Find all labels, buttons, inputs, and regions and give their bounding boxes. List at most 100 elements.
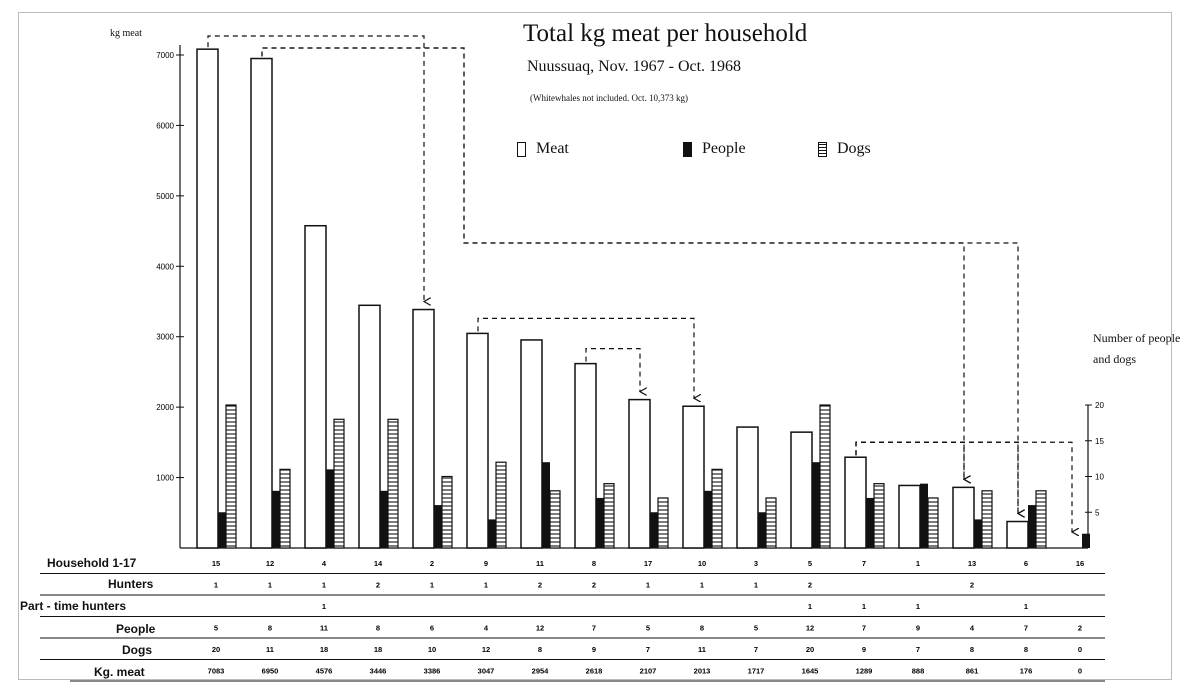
table-cell: 15: [212, 559, 220, 568]
y-tick-label: 2000: [156, 403, 174, 412]
bar-meat: [628, 398, 651, 549]
table-cell: 1289: [856, 667, 873, 676]
bar-dogs: [927, 497, 939, 549]
table-cell: 1: [808, 602, 812, 611]
table-cell: 8: [1024, 645, 1028, 654]
legend-label-meat: Meat: [536, 140, 569, 157]
y2-tick-label: 5: [1095, 508, 1100, 517]
bar-meat: [736, 426, 759, 549]
table-cell: 8: [592, 559, 596, 568]
table-cell: 1: [862, 602, 866, 611]
table-cell: 7083: [208, 667, 225, 676]
table-cell: 7: [592, 624, 596, 633]
table-cell: 3386: [424, 667, 441, 676]
table-cell: 4: [484, 624, 489, 633]
table-cell: 7: [862, 624, 866, 633]
table-cell: 1717: [748, 667, 765, 676]
bars: [196, 48, 1090, 549]
table-cell: 13: [968, 559, 976, 568]
table-cell: 1: [916, 602, 920, 611]
table-cell: 16: [1076, 559, 1084, 568]
table-cell: 1: [700, 581, 704, 590]
arrow-15-to-2: [207, 35, 424, 302]
bar-dogs: [333, 418, 345, 549]
y-tick-label: 6000: [156, 121, 174, 130]
table-cell: 2: [430, 559, 434, 568]
legend-swatch-dogs: [818, 141, 827, 157]
bar-people: [866, 497, 874, 548]
bar-people: [434, 505, 442, 548]
bar-meat: [790, 431, 813, 549]
table-cell: 861: [966, 667, 979, 676]
transfer-arrows: [207, 35, 1072, 532]
bar-people: [758, 512, 766, 548]
table-cell: 7: [862, 559, 866, 568]
bar-dogs: [657, 497, 669, 549]
bar-meat: [304, 224, 327, 549]
y-tick-label: 5000: [156, 192, 174, 201]
chart-title: Total kg meat per household: [523, 20, 808, 47]
bar-people: [920, 483, 928, 548]
table-cell: 8: [268, 624, 272, 633]
y2-tick-label: 20: [1095, 401, 1104, 410]
y-tick-label: 7000: [156, 51, 174, 60]
table-cell: 3446: [370, 667, 387, 676]
table-cell: 9: [592, 645, 596, 654]
table-cell: 1: [1024, 602, 1028, 611]
bar-meat: [250, 57, 273, 549]
bar-people: [272, 490, 280, 548]
table-cell: 2: [1078, 624, 1082, 633]
arrow-8-to-17: [585, 348, 640, 392]
bar-people: [488, 519, 496, 548]
table-cell: 3: [754, 559, 758, 568]
table-cell: 2: [592, 581, 596, 590]
bar-people: [974, 519, 982, 548]
table-cell: 7: [1024, 624, 1028, 633]
bar-dogs: [1035, 490, 1047, 549]
bar-dogs: [603, 483, 615, 549]
table-cell: 9: [484, 559, 488, 568]
bar-people: [812, 462, 820, 548]
table-cell: 12: [482, 645, 490, 654]
table-cell: 2618: [586, 667, 603, 676]
table-cell: 0: [1078, 667, 1082, 676]
bar-dogs: [711, 468, 723, 549]
bar-people: [596, 497, 604, 548]
bar-meat: [844, 456, 867, 549]
bar-dogs: [279, 468, 291, 549]
bar-meat: [898, 484, 921, 549]
row-label-dogs: Dogs: [122, 643, 152, 657]
table-cell: 12: [266, 559, 274, 568]
row-label-household: Household 1-17: [47, 556, 137, 570]
bar-dogs: [225, 404, 237, 549]
table-cell: 176: [1020, 667, 1033, 676]
table-cell: 18: [374, 645, 382, 654]
legend-label-dogs: Dogs: [837, 140, 871, 157]
bar-meat: [682, 405, 705, 549]
row-label-part-time-hunters: Part - time hunters: [20, 599, 127, 613]
table-cell: 17: [644, 559, 652, 568]
y-tick-label: 1000: [156, 474, 174, 483]
data-table: 15 12 4 14 2 9 11 8 17 10 3 5 7 1 13 6 161 1 1 2 1 1 2 2 1 1 1 2 21 1…: [40, 559, 1105, 682]
table-cell: 7: [916, 645, 920, 654]
bar-dogs: [387, 418, 399, 549]
bar-people: [704, 490, 712, 548]
bar-dogs: [495, 461, 507, 549]
bar-people: [542, 462, 550, 548]
table-cell: 1: [322, 581, 326, 590]
table-cell: 8: [700, 624, 704, 633]
table-cell: 10: [698, 559, 706, 568]
bar-dogs: [819, 404, 831, 549]
table-cell: 5: [808, 559, 812, 568]
table-cell: 2107: [640, 667, 657, 676]
y-axis-label: kg meat: [110, 28, 142, 39]
y-tick-label: 3000: [156, 333, 174, 342]
table-cell: 8: [970, 645, 974, 654]
table-cell: 8: [376, 624, 380, 633]
y2-tick-label: 10: [1095, 473, 1104, 482]
bar-meat: [466, 332, 489, 549]
y2-axis-label: Number of people and dogs: [1093, 331, 1181, 366]
table-cell: 7: [754, 645, 758, 654]
table-cell: 5: [214, 624, 218, 633]
table-cell: 2: [970, 581, 974, 590]
